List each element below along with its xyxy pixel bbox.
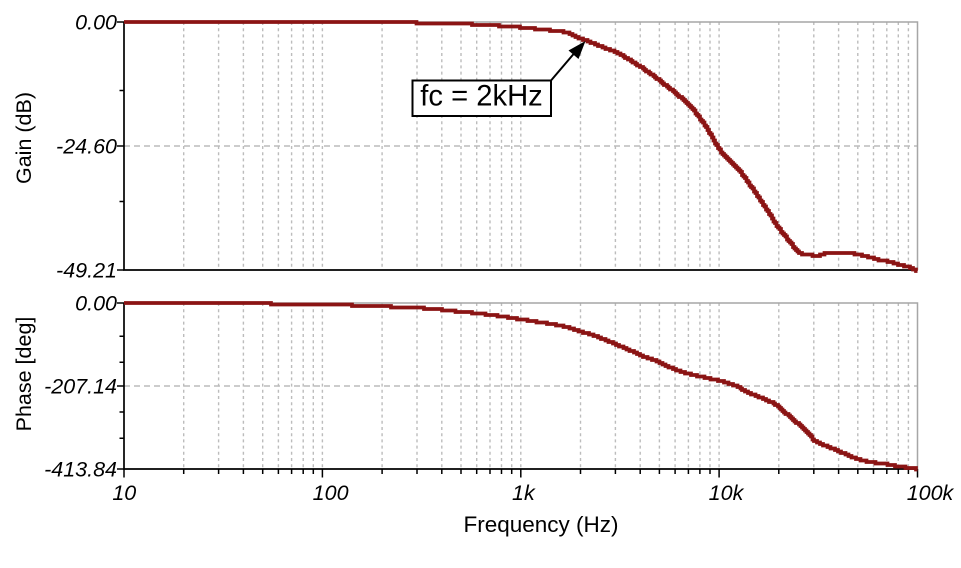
svg-text:1k: 1k	[512, 481, 536, 505]
svg-text:0.00: 0.00	[75, 11, 117, 35]
svg-text:0.00: 0.00	[75, 292, 117, 316]
svg-text:100k: 100k	[907, 481, 955, 505]
svg-text:fc = 2kHz: fc = 2kHz	[420, 80, 542, 112]
svg-text:-207.14: -207.14	[44, 375, 117, 399]
svg-text:100: 100	[313, 481, 349, 505]
svg-text:Phase [deg]: Phase [deg]	[12, 317, 36, 432]
svg-text:10: 10	[112, 481, 136, 505]
svg-text:10k: 10k	[709, 481, 745, 505]
svg-text:-24.60: -24.60	[56, 135, 117, 159]
svg-text:-49.21: -49.21	[56, 259, 117, 283]
svg-text:Frequency (Hz): Frequency (Hz)	[463, 512, 618, 537]
svg-text:Gain (dB): Gain (dB)	[12, 92, 36, 184]
svg-text:-413.84: -413.84	[44, 458, 117, 482]
